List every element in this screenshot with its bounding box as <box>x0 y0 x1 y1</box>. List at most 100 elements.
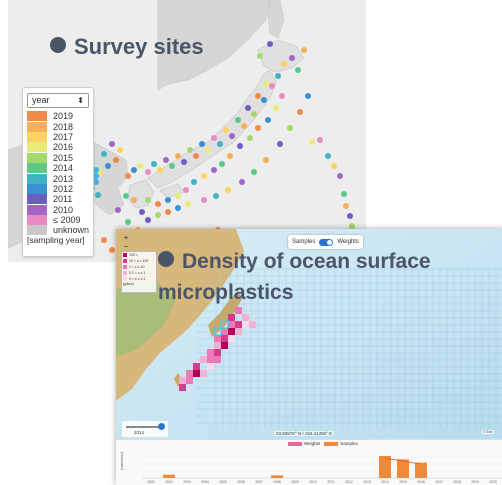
slider-label: 2014 <box>134 430 145 435</box>
density-cell <box>186 370 193 377</box>
density-legend-label: 0.1 < x ≤ 1 <box>129 271 146 275</box>
density-legend-unit: [g/km²] <box>123 282 134 286</box>
legend-label: 2018 <box>53 121 74 132</box>
density-cell <box>228 321 235 328</box>
survey-site-point <box>245 105 251 111</box>
tick-label-2013: 2013 <box>363 480 371 484</box>
survey-site-point <box>295 67 301 73</box>
density-legend-item: 1 < x ≤ 10 <box>122 264 156 270</box>
survey-site-point <box>227 153 233 159</box>
survey-site-point <box>337 173 343 179</box>
survey-site-point <box>265 117 271 123</box>
bar-2002 <box>163 474 175 478</box>
density-legend-label: 100 < <box>129 253 138 257</box>
legend-item: 2016 <box>23 142 93 153</box>
legend-label: 2016 <box>53 142 74 153</box>
legend-label: 2019 <box>53 111 74 122</box>
legend-rows: 2019 2018 2017 2016 2015 2014 2013 2012 2011 2010… <box>23 111 93 236</box>
legend-select[interactable]: year ⬍ <box>27 93 89 108</box>
bullet-icon <box>158 251 174 267</box>
density-cell <box>235 307 242 314</box>
tick-label-2011: 2011 <box>327 480 335 484</box>
survey-site-point <box>139 209 145 215</box>
survey-site-point <box>261 97 267 103</box>
survey-site-point <box>145 197 151 203</box>
survey-sites-title: Survey sites <box>50 34 204 60</box>
zoom-in-button[interactable]: + <box>123 233 129 242</box>
survey-site-point <box>275 73 281 79</box>
slider-track <box>126 426 164 428</box>
survey-site-point <box>211 167 217 173</box>
land-taiwan <box>174 373 182 387</box>
legend-footer: [sampling year] <box>27 234 85 245</box>
survey-site-point <box>191 179 197 185</box>
density-cell <box>242 314 249 321</box>
survey-site-point <box>145 169 151 175</box>
land-kyushu <box>127 179 155 209</box>
density-panel: Samples Weights + − 100 < 10 < x ≤ 100 1 <… <box>116 229 502 485</box>
survey-site-point <box>263 81 269 87</box>
survey-site-point <box>113 157 119 163</box>
legend-label: 2011 <box>53 194 73 205</box>
zoom-out-button[interactable]: − <box>123 242 129 251</box>
density-legend: 100 < 10 < x ≤ 100 1 < x ≤ 10 0.1 < x ≤ 1 0 … <box>121 251 157 293</box>
survey-site-point <box>347 213 353 219</box>
legend-label: 2014 <box>53 163 74 174</box>
survey-site-point <box>219 161 225 167</box>
slider-knob[interactable] <box>158 423 165 430</box>
legend-swatch <box>27 194 47 205</box>
survey-site-point <box>273 105 279 111</box>
legend-label: 2015 <box>53 152 74 163</box>
survey-site-point <box>175 193 181 199</box>
density-cell <box>249 321 256 328</box>
density-title-line2: microplastics <box>158 281 294 304</box>
legend-label: ≤ 2009 <box>53 215 81 226</box>
density-cell <box>235 321 242 328</box>
density-cell <box>193 363 200 370</box>
trend-line <box>384 457 422 465</box>
density-legend-swatch <box>123 259 127 263</box>
bar-2015 <box>397 459 409 478</box>
density-legend-rows: 100 < 10 < x ≤ 100 1 < x ≤ 10 0.1 < x ≤ 1 0 … <box>122 252 156 282</box>
survey-site-point <box>251 169 257 175</box>
tick-label-2015: 2015 <box>399 480 407 484</box>
toggle-label-weights: Weights <box>337 239 359 245</box>
survey-site-point <box>201 197 207 203</box>
survey-site-point <box>305 93 311 99</box>
legend-swatch <box>27 131 47 142</box>
yearly-bar-chart: [cases/km²] 2001 2002 2003 2004 2005 2006 2007 2… <box>116 439 502 485</box>
survey-site-point <box>101 237 107 243</box>
legend-item: 2013 <box>23 173 93 184</box>
samples-weights-toggle[interactable]: Samples Weights <box>288 235 363 249</box>
legend-item: ≤ 2009 <box>23 215 93 226</box>
legend-item: 2012 <box>23 183 93 194</box>
survey-site-point <box>125 173 131 179</box>
legend-swatch <box>27 225 47 236</box>
survey-site-point <box>101 151 107 157</box>
land-russia <box>157 0 271 91</box>
map-attribution[interactable]: © Esri <box>482 430 494 434</box>
legend-item: 2010 <box>23 204 93 215</box>
survey-site-point <box>331 163 337 169</box>
density-legend-swatch <box>123 253 127 257</box>
tick-label-2002: 2002 <box>165 480 173 484</box>
density-legend-label: 10 < x ≤ 100 <box>129 259 149 263</box>
tick-label-2009: 2009 <box>291 480 299 484</box>
survey-site-point <box>157 167 163 173</box>
density-cells <box>179 307 256 391</box>
survey-site-point <box>269 83 275 89</box>
bar-2016 <box>415 462 427 478</box>
tick-label-2005: 2005 <box>219 480 227 484</box>
survey-site-point <box>257 53 263 59</box>
tick-label-2018: 2018 <box>453 480 461 484</box>
year-slider[interactable]: 2014 <box>122 421 168 437</box>
density-cell <box>235 328 242 335</box>
grid-lines <box>196 268 502 429</box>
survey-site-point <box>183 187 189 193</box>
survey-site-point <box>205 147 211 153</box>
coordinate-readout: 33.80878° N / 163.41490° E <box>274 431 335 436</box>
toggle-switch[interactable] <box>319 238 334 246</box>
density-legend-item: 0.1 < x ≤ 1 <box>122 270 156 276</box>
tick-label-2012: 2012 <box>345 480 353 484</box>
density-legend-swatch <box>123 265 127 269</box>
